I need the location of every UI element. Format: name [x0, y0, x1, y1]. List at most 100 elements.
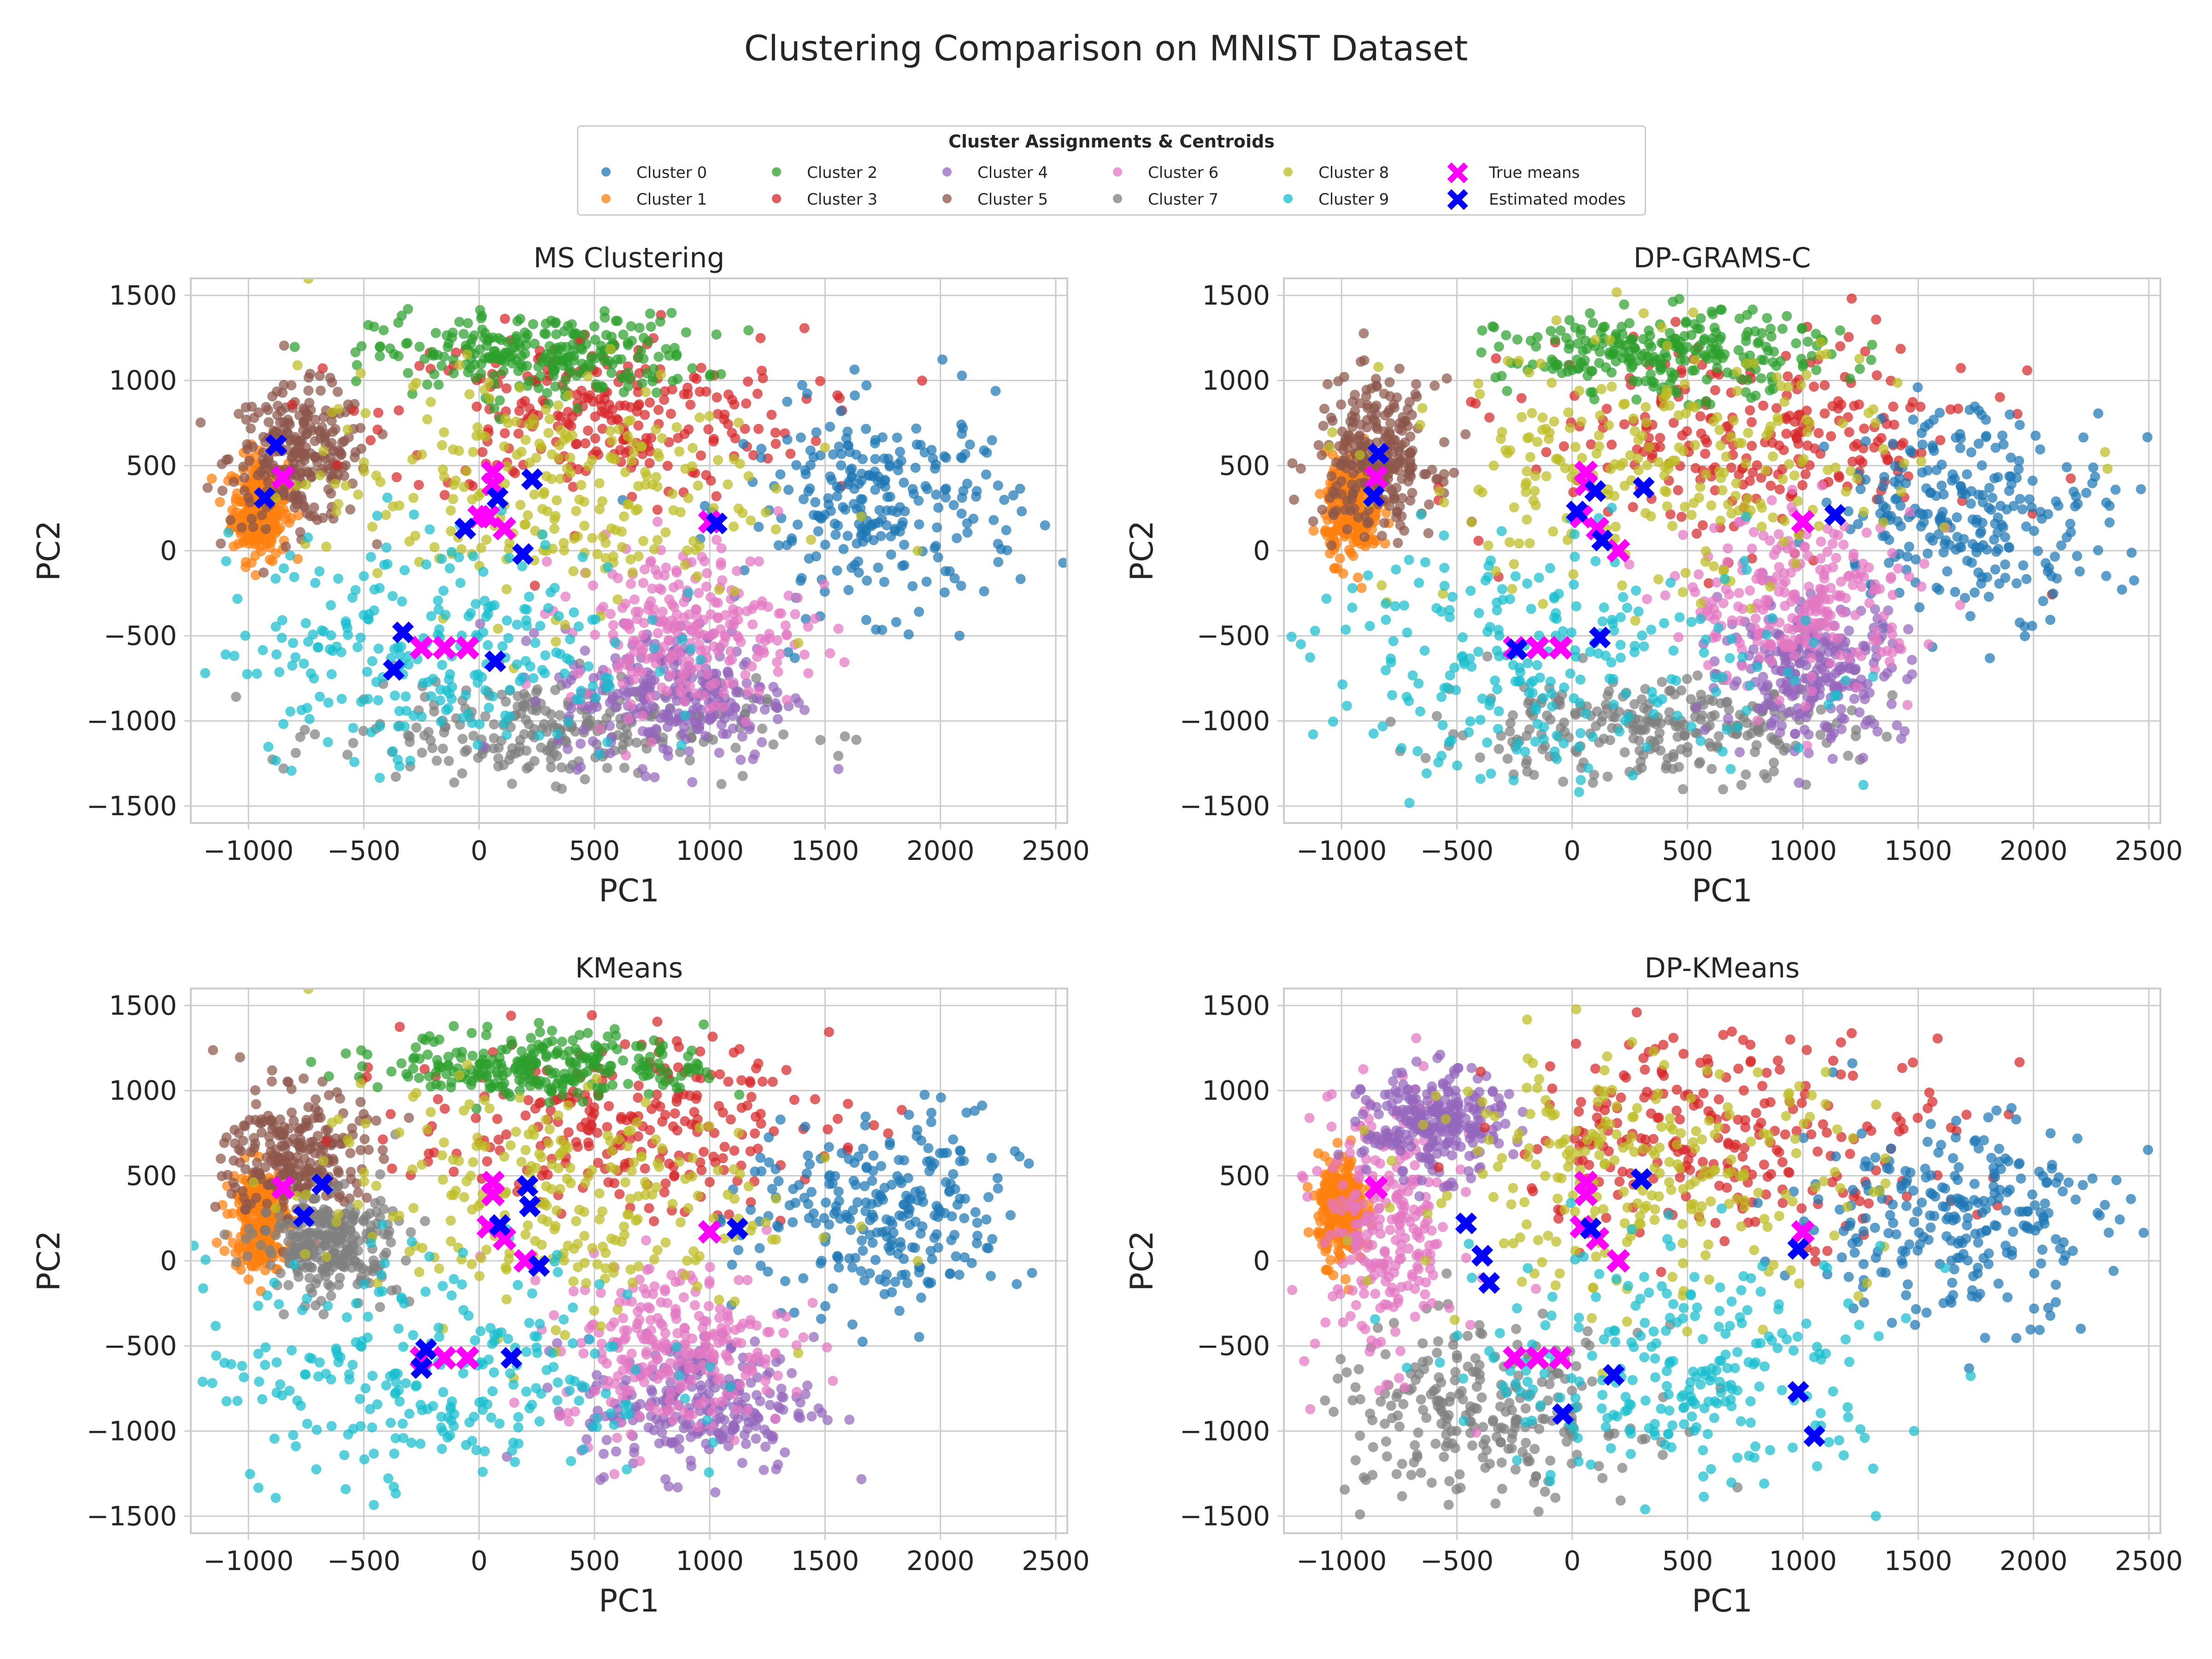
data-point-cluster-0: [933, 552, 943, 563]
data-point-cluster-1: [1320, 526, 1330, 537]
data-point-cluster-2: [1476, 347, 1487, 358]
data-point-cluster-2: [617, 372, 627, 382]
data-point-cluster-0: [882, 520, 892, 530]
data-point-cluster-5: [1407, 462, 1418, 472]
data-point-cluster-0: [2014, 456, 2024, 466]
data-point-cluster-4: [719, 713, 730, 724]
data-point-cluster-8: [1816, 337, 1826, 347]
data-point-cluster-6: [1800, 701, 1811, 712]
data-point-cluster-6: [1723, 543, 1733, 554]
data-point-cluster-2: [1791, 338, 1801, 348]
data-point-cluster-8: [651, 472, 662, 482]
data-point-cluster-9: [683, 588, 694, 598]
data-point-cluster-6: [1766, 495, 1777, 506]
data-point-cluster-0: [1902, 551, 1912, 562]
data-point-cluster-2: [448, 368, 459, 378]
data-point-cluster-3: [659, 394, 670, 405]
data-point-cluster-8: [1646, 511, 1656, 522]
data-point-cluster-8: [1726, 432, 1736, 442]
data-point-cluster-1: [1368, 534, 1379, 545]
data-point-cluster-7: [552, 751, 562, 761]
scatter-points: [1286, 287, 2153, 808]
data-point-cluster-5: [1342, 524, 1353, 535]
data-point-cluster-7: [1692, 670, 1703, 681]
data-point-cluster-9: [372, 511, 382, 521]
data-point-cluster-0: [775, 469, 786, 480]
data-point-cluster-8: [1773, 416, 1783, 426]
data-point-cluster-2: [510, 342, 520, 353]
data-point-cluster-6: [717, 575, 728, 586]
data-point-cluster-8: [1679, 379, 1690, 389]
data-point-cluster-2: [407, 388, 418, 399]
data-point-cluster-0: [1937, 506, 1948, 517]
data-point-cluster-7: [730, 742, 741, 753]
data-point-cluster-3: [1809, 382, 1819, 392]
data-point-cluster-3: [811, 436, 821, 446]
data-point-cluster-2: [606, 331, 617, 342]
data-point-cluster-8: [446, 526, 456, 536]
data-point-cluster-0: [862, 575, 872, 586]
data-point-cluster-1: [271, 525, 281, 536]
data-point-cluster-6: [560, 591, 571, 602]
data-point-cluster-2: [502, 337, 513, 347]
data-point-cluster-7: [557, 783, 567, 794]
data-point-cluster-3: [1853, 399, 1864, 410]
data-point-cluster-3: [1541, 447, 1552, 458]
data-point-cluster-0: [993, 539, 1003, 549]
data-point-cluster-9: [336, 647, 347, 658]
data-point-cluster-8: [576, 480, 587, 490]
data-point-cluster-6: [743, 686, 754, 696]
data-point-cluster-9: [435, 695, 446, 706]
data-point-cluster-7: [1815, 729, 1826, 740]
data-point-cluster-4: [646, 727, 657, 737]
data-point-cluster-0: [1918, 439, 1928, 450]
data-point-cluster-8: [1617, 580, 1627, 591]
data-point-cluster-0: [861, 424, 871, 434]
data-point-cluster-2: [1867, 340, 1877, 350]
data-point-cluster-5: [1384, 377, 1395, 388]
data-point-cluster-2: [511, 331, 522, 341]
data-point-cluster-9: [313, 642, 324, 653]
data-point-cluster-9: [517, 561, 528, 571]
data-point-cluster-2: [1803, 336, 1813, 347]
x-axis-label: PC1: [599, 873, 659, 909]
data-point-cluster-7: [1385, 717, 1396, 727]
data-point-cluster-0: [2117, 584, 2127, 595]
data-point-cluster-2: [1577, 346, 1588, 356]
data-point-cluster-6: [1812, 629, 1823, 640]
data-point-cluster-9: [440, 610, 451, 620]
data-point-cluster-5: [332, 387, 343, 397]
data-point-cluster-2: [1866, 355, 1877, 365]
data-point-cluster-7: [539, 719, 549, 729]
data-point-cluster-3: [709, 434, 719, 444]
y-tick-label: −1500: [87, 790, 177, 822]
data-point-cluster-2: [666, 307, 677, 318]
data-point-cluster-7: [390, 771, 401, 782]
data-point-cluster-8: [331, 506, 341, 517]
data-point-cluster-0: [957, 493, 967, 503]
data-point-cluster-3: [1747, 441, 1757, 451]
data-point-cluster-5: [1334, 441, 1345, 452]
data-point-cluster-2: [498, 366, 509, 377]
data-point-cluster-4: [1899, 726, 1910, 736]
data-point-cluster-2: [595, 346, 606, 357]
data-point-cluster-8: [771, 524, 781, 535]
data-point-cluster-6: [733, 606, 744, 617]
data-point-cluster-6: [629, 674, 640, 685]
data-point-cluster-2: [600, 312, 610, 323]
data-point-cluster-6: [1780, 577, 1791, 587]
estimated-mode-marker: [484, 650, 506, 672]
data-point-cluster-8: [1502, 448, 1513, 459]
data-point-cluster-3: [477, 447, 488, 458]
data-point-cluster-6: [1641, 594, 1652, 604]
data-point-cluster-8: [1736, 438, 1747, 448]
data-point-cluster-0: [1917, 428, 1927, 438]
data-point-cluster-4: [1759, 685, 1770, 696]
data-point-cluster-2: [414, 341, 425, 352]
data-point-cluster-2: [475, 305, 485, 316]
data-point-cluster-6: [646, 737, 657, 747]
data-point-cluster-6: [648, 604, 659, 614]
estimated-mode-marker: [392, 621, 414, 643]
data-point-cluster-9: [388, 746, 398, 757]
data-point-cluster-0: [2093, 545, 2103, 556]
